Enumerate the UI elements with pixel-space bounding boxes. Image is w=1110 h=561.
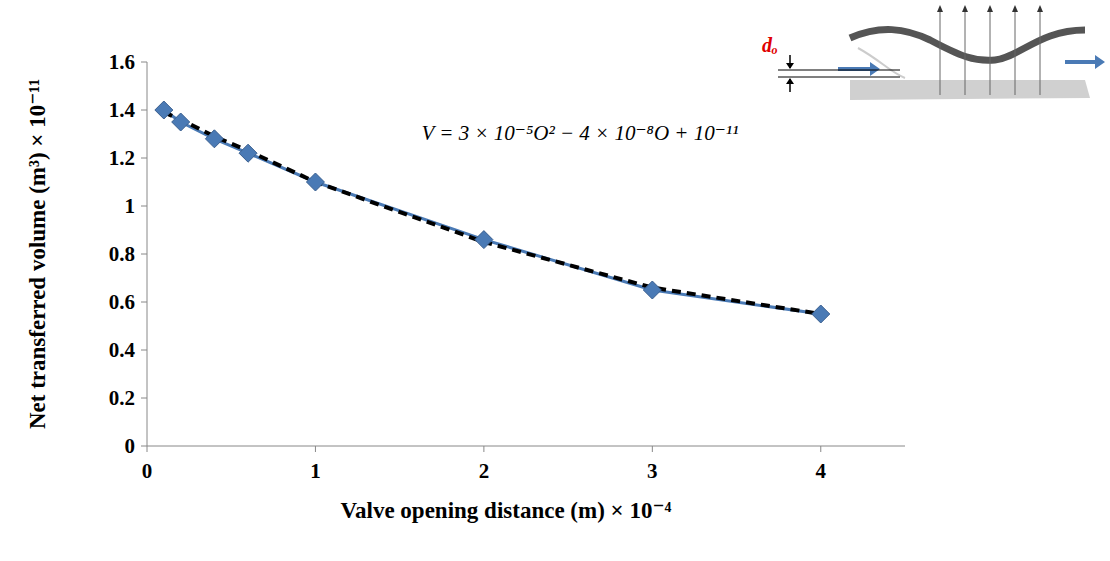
y-tick [141, 62, 147, 63]
arrow-line [990, 8, 991, 95]
y-tick-label: 1.6 [109, 50, 135, 74]
x-tick [652, 446, 653, 452]
flow-in [838, 62, 880, 76]
dim-arrow-head [786, 63, 794, 69]
equation: V = 3 × 10⁻⁵O² − 4 × 10⁻⁸O + 10⁻¹¹ [422, 121, 739, 145]
x-tick [483, 446, 484, 452]
dim-arrow-head [786, 78, 794, 84]
fit-line [164, 112, 821, 314]
arrow-line [1015, 8, 1016, 95]
arrow-head [987, 5, 993, 12]
lower-wall [850, 80, 1090, 100]
x-tick-label: 0 [142, 459, 153, 483]
x-tick [820, 446, 821, 452]
y-axis-title: Net transferred volume (m³) × 10⁻¹¹ [25, 79, 50, 429]
data-point [306, 173, 324, 191]
y-tick [141, 446, 147, 447]
data-point [205, 130, 223, 148]
y-tick [141, 350, 147, 351]
y-tick-label: 0 [125, 434, 136, 458]
y-tick [141, 110, 147, 111]
data-point [643, 281, 661, 299]
chart: dₒ 0 0.2 0.4 0.6 0.8 1 1.2 1.4 1.6 0 1 2 3 4 Valve open… [0, 0, 1110, 561]
y-tick [141, 398, 147, 399]
arrow-head [962, 5, 968, 12]
x-axis-title: Valve opening distance (m) × 10⁻⁴ [341, 498, 672, 523]
y-tick [141, 158, 147, 159]
x-tick-label: 2 [479, 459, 490, 483]
valve [858, 48, 905, 78]
inset-diagram [778, 5, 1105, 100]
arrow-head [1037, 5, 1043, 12]
x-tick-label: 1 [310, 459, 321, 483]
data-point [239, 144, 257, 162]
dim-line [778, 77, 900, 78]
x-tick [147, 446, 148, 452]
y-tick [141, 254, 147, 255]
x-tick [315, 446, 316, 452]
flow-out [1065, 55, 1105, 69]
data-point [172, 113, 190, 131]
arrow-head [937, 5, 943, 12]
arrow-line [965, 8, 966, 95]
axes: 0 0.2 0.4 0.6 0.8 1 1.2 1.4 1.6 0 1 2 3 4 [109, 50, 905, 483]
upper-membrane [850, 30, 1085, 61]
y-tick-label: 0.6 [109, 290, 135, 314]
data-point [155, 101, 173, 119]
arrow-head [1012, 5, 1018, 12]
arrow-line [940, 8, 941, 95]
dim-line [778, 70, 900, 71]
plot-area [155, 101, 830, 323]
x-axis-line [147, 446, 905, 447]
y-tick [141, 302, 147, 303]
y-tick-label: 1.4 [109, 98, 136, 122]
dimension-label: dₒ [762, 34, 778, 56]
y-tick-label: 0.2 [109, 386, 135, 410]
y-tick-label: 1 [125, 194, 136, 218]
arrow-line [1040, 8, 1041, 95]
y-tick-label: 0.8 [109, 242, 135, 266]
data-line [164, 110, 821, 314]
y-tick-label: 1.2 [109, 146, 135, 170]
data-point [812, 305, 830, 323]
y-tick-label: 0.4 [109, 338, 136, 362]
x-tick-label: 4 [816, 459, 827, 483]
y-tick [141, 206, 147, 207]
x-tick-label: 3 [647, 459, 658, 483]
data-point [475, 231, 493, 249]
